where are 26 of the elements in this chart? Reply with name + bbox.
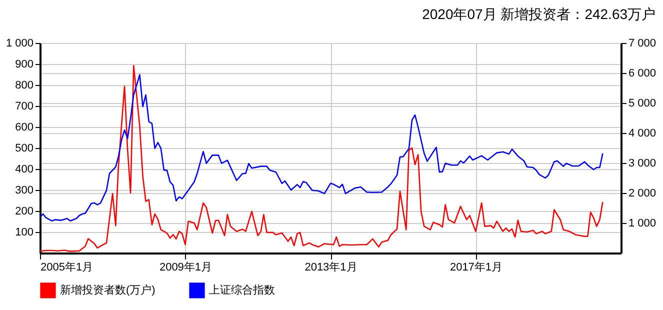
y2-tick-label: 5 000 — [628, 98, 656, 110]
x-tick-label: 2005年1月 — [40, 262, 94, 274]
y-tick-label: 800 — [15, 80, 34, 92]
y2-tick-label: 7 000 — [628, 38, 656, 50]
y-tick-label: 100 — [15, 226, 34, 238]
legend-label: 新增投资者数(万户) — [60, 283, 156, 296]
y-tick-label: 600 — [15, 122, 34, 134]
legend-label: 上证综合指数 — [209, 283, 275, 296]
y-tick-label: 300 — [15, 184, 34, 196]
y2-tick-label: 3 000 — [628, 158, 656, 170]
line-series — [39, 74, 604, 222]
y-tick-label: 700 — [15, 100, 34, 112]
y2-tick-label: 1 000 — [628, 218, 656, 230]
x-tick-label: 2013年1月 — [304, 262, 358, 274]
y-tick-label: 1 000 — [6, 38, 34, 50]
y-tick-label: 400 — [15, 164, 34, 176]
x-tick-label: 2017年1月 — [450, 262, 503, 274]
y2-tick-label: 4 000 — [628, 128, 656, 140]
y-tick-label: 500 — [15, 142, 34, 154]
y2-tick-label: 2 000 — [628, 188, 656, 200]
y-tick-label: 900 — [15, 58, 34, 70]
x-tick-label: 2009年1月 — [159, 262, 212, 274]
line-series — [39, 65, 604, 252]
y-tick-label: 200 — [15, 206, 34, 218]
y2-tick-label: 6 000 — [628, 68, 656, 80]
chart-title: 2020年07月 新增投资者：242.63万户 — [422, 6, 656, 22]
